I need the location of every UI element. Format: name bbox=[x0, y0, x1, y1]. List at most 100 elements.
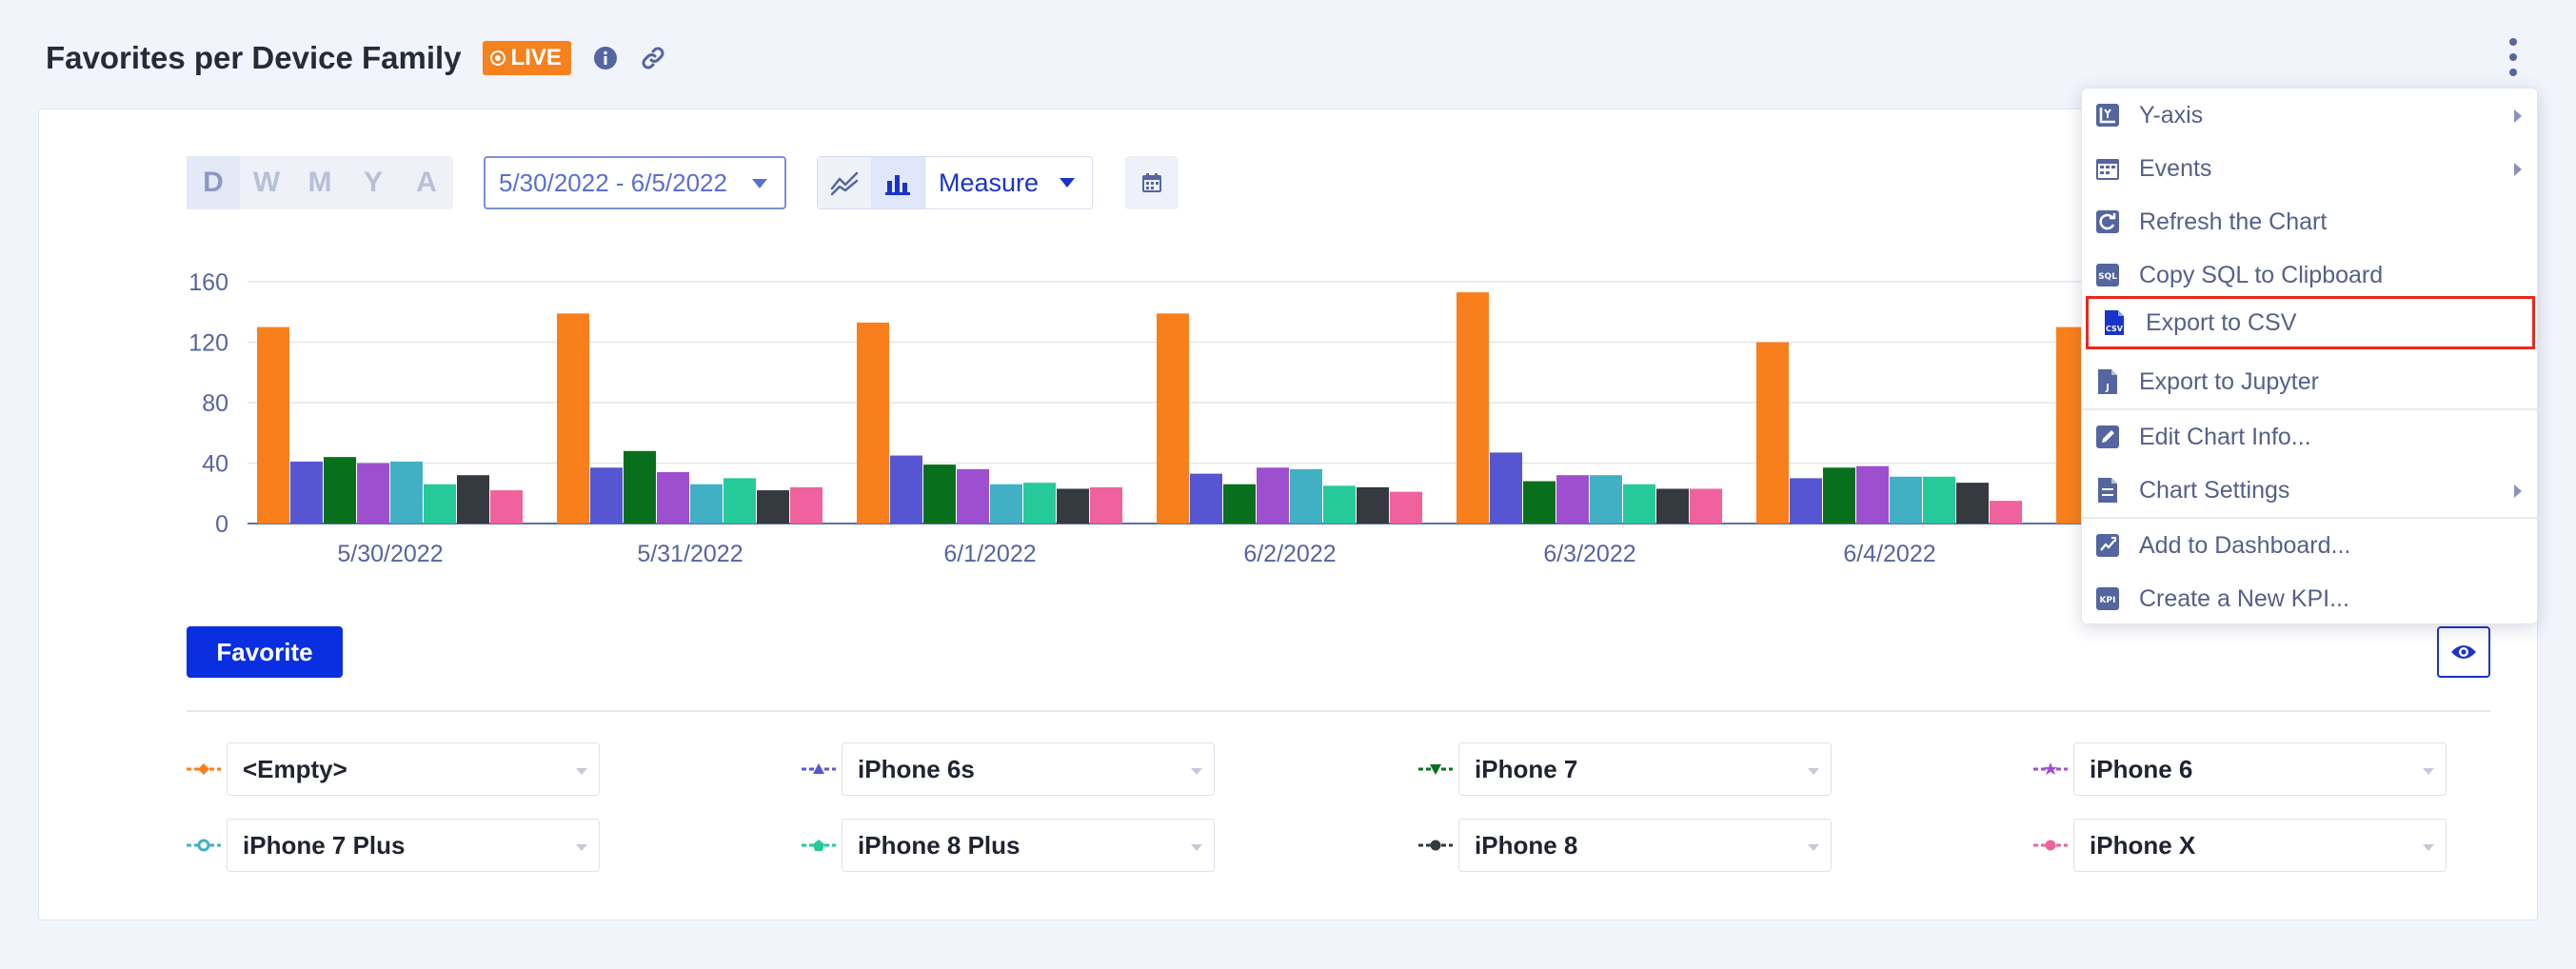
bar bbox=[1990, 501, 2022, 524]
granularity-all[interactable]: A bbox=[416, 167, 437, 198]
menu-item-label: Refresh the Chart bbox=[2139, 208, 2328, 235]
live-badge: LIVE bbox=[482, 41, 571, 75]
link-icon[interactable] bbox=[640, 45, 666, 71]
bar bbox=[923, 465, 956, 524]
y-tick-label: 120 bbox=[188, 330, 228, 357]
live-label: LIVE bbox=[510, 45, 562, 70]
chart-view-toggle: Measure bbox=[817, 156, 1093, 209]
legend-marker-icon bbox=[2033, 762, 2068, 775]
menu-item-events[interactable]: Events bbox=[2082, 142, 2539, 195]
bar bbox=[1856, 465, 1889, 524]
bar bbox=[657, 472, 689, 524]
menu-item-export-csv[interactable]: CSV Export to CSV bbox=[2086, 296, 2535, 349]
date-range-picker[interactable]: 5/30/2022 - 6/5/2022 bbox=[484, 156, 786, 209]
legend-item: iPhone 8 Plus bbox=[802, 819, 1215, 872]
x-tick-label: 5/30/2022 bbox=[337, 541, 443, 567]
divider bbox=[187, 710, 2490, 712]
bar bbox=[1023, 483, 1056, 524]
legend-series-select[interactable]: iPhone 8 Plus bbox=[842, 819, 1215, 872]
chevron-right-icon bbox=[2514, 163, 2522, 176]
bar bbox=[1790, 478, 1822, 524]
bar-chart: 0 40 80 120 160 5/30/2022 5/31/2022 6/1/2022 6/2… bbox=[188, 269, 2456, 567]
y-tick-label: 40 bbox=[202, 451, 228, 478]
measure-label: Measure bbox=[939, 168, 1040, 197]
menu-item-create-kpi[interactable]: KPI Create a New KPI... bbox=[2082, 572, 2539, 625]
chevron-down-icon bbox=[1808, 844, 1819, 851]
legend-marker-icon bbox=[1418, 764, 1453, 775]
bar bbox=[424, 484, 456, 524]
menu-item-copy-sql[interactable]: SQL Copy SQL to Clipboard bbox=[2082, 248, 2539, 302]
legend-series-select[interactable]: <Empty> bbox=[227, 742, 600, 796]
chevron-right-icon bbox=[2514, 484, 2522, 498]
bar bbox=[257, 326, 289, 524]
legend-series-select[interactable]: iPhone 6 bbox=[2073, 742, 2447, 796]
chevron-down-icon bbox=[1808, 768, 1819, 775]
bar bbox=[1656, 488, 1689, 524]
legend-series-label: iPhone 8 Plus bbox=[858, 830, 1020, 860]
legend-item: iPhone 7 bbox=[1418, 742, 1832, 796]
visibility-toggle-button[interactable] bbox=[2437, 626, 2490, 678]
date-range-value: 5/30/2022 - 6/5/2022 bbox=[499, 168, 727, 197]
legend-series-label: iPhone 7 bbox=[1475, 754, 1578, 783]
legend-item: iPhone 6s bbox=[802, 742, 1215, 796]
bar bbox=[1456, 292, 1489, 524]
legend-item: <Empty> bbox=[187, 742, 600, 796]
legend-series-select[interactable]: iPhone 8 bbox=[1458, 819, 1832, 872]
bar bbox=[1357, 486, 1389, 524]
chevron-down-icon bbox=[576, 844, 587, 851]
menu-item-y-axis[interactable]: Y-axis bbox=[2082, 89, 2539, 142]
bar bbox=[490, 490, 523, 524]
bar bbox=[457, 475, 489, 524]
legend-item: iPhone X bbox=[2033, 819, 2447, 872]
y-axis-icon bbox=[2093, 101, 2122, 129]
more-options-icon[interactable] bbox=[2500, 36, 2526, 78]
legend-marker-icon bbox=[2033, 840, 2068, 851]
bar-chart-button[interactable] bbox=[871, 157, 924, 208]
legend-series-label: <Empty> bbox=[243, 754, 347, 783]
svg-text:J: J bbox=[2105, 383, 2110, 393]
measure-dropdown[interactable]: Measure bbox=[924, 157, 1092, 208]
menu-item-chart-settings[interactable]: Chart Settings bbox=[2082, 464, 2539, 517]
favorite-button[interactable]: Favorite bbox=[187, 626, 343, 678]
bar bbox=[1290, 468, 1322, 524]
bar-chart-icon bbox=[885, 175, 910, 195]
bar bbox=[890, 455, 922, 524]
bar bbox=[590, 467, 623, 524]
legend-series-select[interactable]: iPhone X bbox=[2073, 819, 2447, 872]
calendar-button[interactable] bbox=[1125, 156, 1179, 209]
menu-divider bbox=[2082, 517, 2539, 519]
sliders-icon bbox=[2093, 476, 2122, 504]
legend-item: iPhone 6 bbox=[2033, 742, 2447, 796]
bar bbox=[1623, 484, 1655, 524]
menu-item-add-to-dashboard[interactable]: Add to Dashboard... bbox=[2082, 519, 2539, 572]
chevron-down-icon bbox=[2423, 768, 2434, 775]
legend-series-label: iPhone 6s bbox=[858, 754, 975, 783]
calendar-icon bbox=[1142, 173, 1161, 192]
svg-text:KPI: KPI bbox=[2100, 596, 2116, 605]
bar bbox=[1090, 486, 1122, 524]
granularity-month[interactable]: M bbox=[307, 167, 332, 198]
bar bbox=[1057, 488, 1089, 524]
menu-item-export-jupyter[interactable]: J Export to Jupyter bbox=[2082, 355, 2539, 408]
bar bbox=[1157, 313, 1189, 524]
bar bbox=[1523, 481, 1556, 524]
csv-icon: CSV bbox=[2100, 308, 2129, 337]
menu-item-refresh[interactable]: Refresh the Chart bbox=[2082, 195, 2539, 248]
bar bbox=[1257, 467, 1289, 524]
bar bbox=[723, 478, 756, 524]
kpi-icon: KPI bbox=[2093, 584, 2122, 613]
line-chart-button[interactable] bbox=[818, 157, 871, 208]
info-icon[interactable] bbox=[592, 45, 619, 71]
legend-series-label: iPhone 6 bbox=[2090, 754, 2193, 783]
menu-item-edit-chart-info[interactable]: Edit Chart Info... bbox=[2082, 410, 2539, 464]
dashboard-add-icon bbox=[2093, 531, 2122, 560]
granularity-day[interactable]: D bbox=[187, 156, 240, 209]
x-tick-label: 5/31/2022 bbox=[637, 541, 743, 567]
svg-text:SQL: SQL bbox=[2098, 272, 2117, 282]
granularity-year[interactable]: Y bbox=[363, 167, 383, 198]
granularity-selector: D W M Y A bbox=[187, 156, 453, 209]
legend-series-select[interactable]: iPhone 7 Plus bbox=[227, 819, 600, 872]
legend-series-select[interactable]: iPhone 7 bbox=[1458, 742, 1832, 796]
legend-series-select[interactable]: iPhone 6s bbox=[842, 742, 1215, 796]
granularity-week[interactable]: W bbox=[252, 167, 281, 198]
